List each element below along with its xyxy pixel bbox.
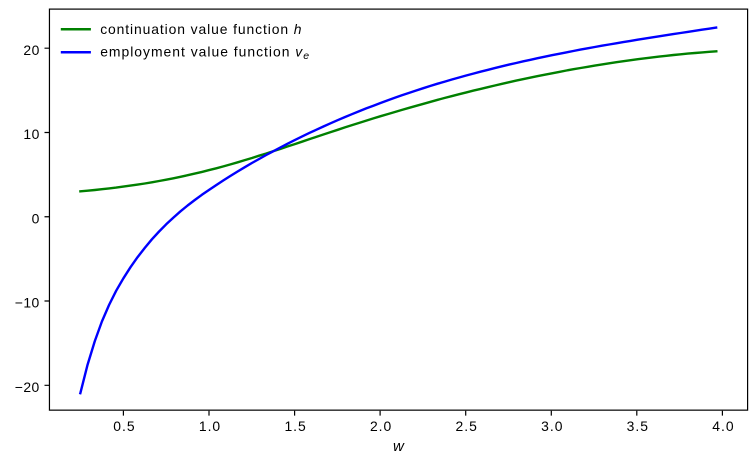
svg-text:4.0: 4.0 — [712, 418, 734, 434]
svg-text:continuation value function h: continuation value function h — [100, 21, 302, 37]
svg-text:−10: −10 — [15, 295, 40, 311]
svg-text:0: 0 — [32, 210, 40, 226]
svg-text:w: w — [393, 438, 405, 455]
svg-text:1.5: 1.5 — [284, 418, 306, 434]
svg-text:−20: −20 — [15, 379, 40, 395]
svg-text:3.0: 3.0 — [541, 418, 563, 434]
svg-text:3.5: 3.5 — [627, 418, 649, 434]
svg-text:1.0: 1.0 — [199, 418, 221, 434]
svg-text:2.5: 2.5 — [456, 418, 478, 434]
svg-text:10: 10 — [23, 126, 39, 142]
svg-text:20: 20 — [23, 42, 39, 58]
svg-text:2.0: 2.0 — [370, 418, 392, 434]
svg-text:employment value function ve: employment value function ve — [100, 43, 310, 62]
svg-text:0.5: 0.5 — [113, 418, 135, 434]
